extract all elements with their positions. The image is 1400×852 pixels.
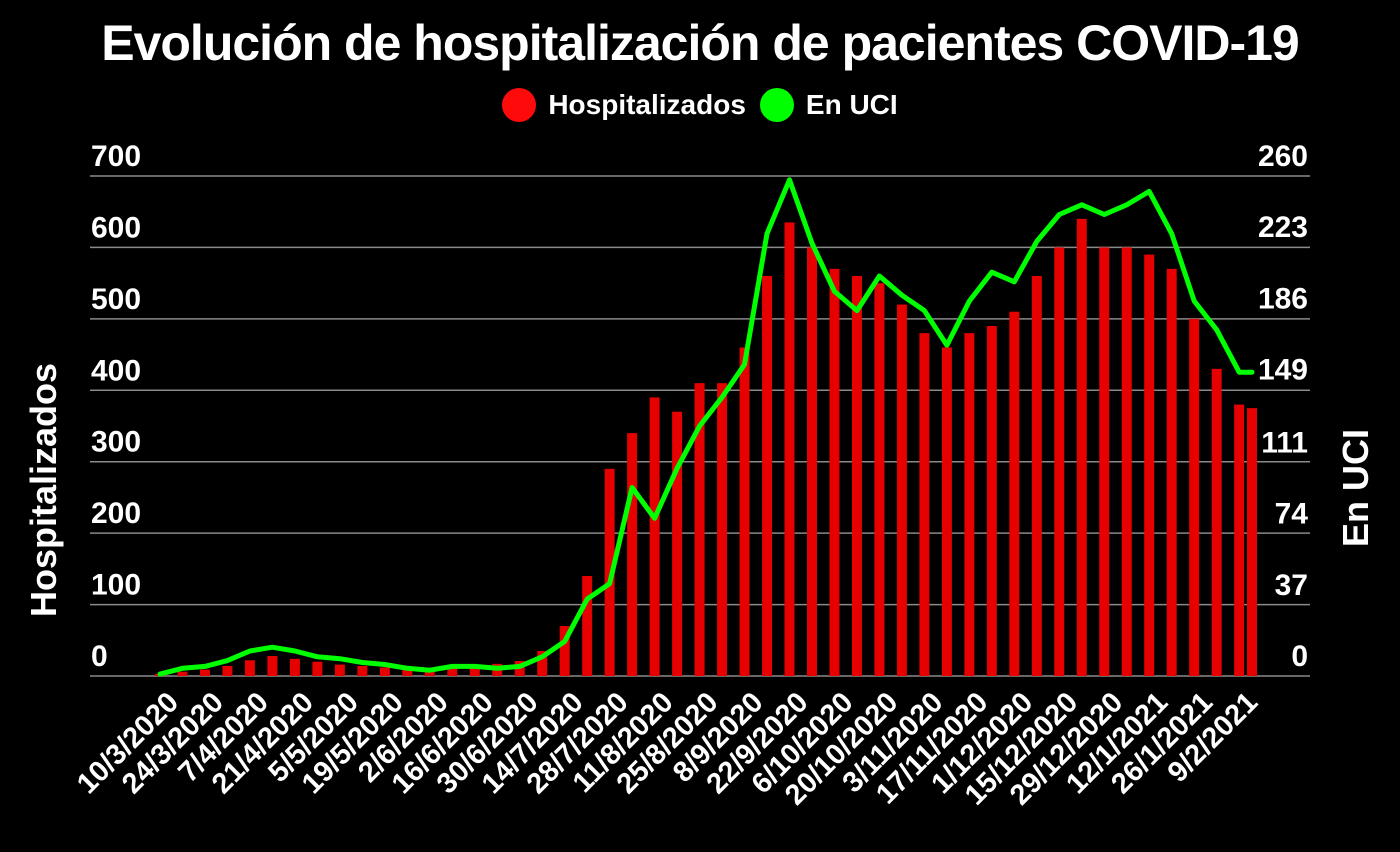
legend-marker-hospitalizados — [502, 88, 537, 122]
bar-hospitalizados — [1211, 368, 1222, 676]
bar-hospitalizados — [717, 383, 728, 676]
bar-hospitalizados — [806, 247, 817, 676]
bar-hospitalizados — [896, 304, 907, 676]
bar-hospitalizados — [469, 666, 480, 676]
bar-hospitalizados — [762, 276, 773, 676]
y-tick-label-right: 0 — [1291, 640, 1308, 673]
bar-hospitalizados — [199, 669, 210, 676]
bar-hospitalizados — [379, 667, 390, 676]
bar-hospitalizados — [1076, 218, 1087, 676]
bar-hospitalizados — [649, 397, 660, 676]
legend: Hospitalizados En UCI — [0, 88, 1400, 122]
bar-hospitalizados — [244, 660, 255, 676]
y-tick-label-right: 186 — [1258, 282, 1308, 315]
bar-hospitalizados — [357, 666, 368, 676]
y-tick-label-left: 100 — [91, 569, 141, 602]
bar-hospitalizados — [537, 651, 548, 676]
y-tick-label-right: 223 — [1258, 211, 1308, 244]
y-tick-label-right: 260 — [1258, 140, 1308, 173]
bar-hospitalizados — [559, 626, 570, 676]
bar-hospitalizados — [267, 656, 278, 676]
bar-hospitalizados — [222, 666, 233, 676]
bar-hospitalizados — [1121, 247, 1132, 676]
y-tick-label-left: 400 — [91, 354, 141, 387]
bar-hospitalizados — [289, 658, 300, 676]
bar-hospitalizados — [1099, 247, 1110, 676]
bar-hospitalizados — [627, 433, 638, 676]
line-en-uci — [157, 177, 1255, 677]
y-tick-label-left: 700 — [91, 140, 141, 173]
y-tick-label-left: 600 — [91, 211, 141, 244]
bar-hospitalizados — [874, 283, 885, 676]
bar-hospitalizados — [604, 468, 615, 676]
y-tick-label-left: 500 — [91, 283, 141, 316]
bar-hospitalizados — [739, 347, 750, 676]
y-tick-label-left: 200 — [91, 497, 141, 530]
bar-hospitalizados — [402, 668, 413, 676]
y-tick-label-right: 149 — [1258, 353, 1308, 386]
bar-hospitalizados — [334, 664, 345, 676]
y-tick-label-right: 74 — [1275, 498, 1309, 531]
bar-hospitalizados — [919, 333, 930, 676]
bar-hospitalizados — [851, 276, 862, 676]
bar-hospitalizados — [1189, 318, 1200, 676]
bar-hospitalizados — [447, 668, 458, 676]
bar-hospitalizados — [784, 222, 795, 676]
bar-hospitalizados — [829, 268, 840, 676]
legend-label-hospitalizados: Hospitalizados — [548, 89, 746, 120]
y-tick-label-right: 37 — [1275, 569, 1308, 602]
chart-title: Evolución de hospitalización de paciente… — [101, 15, 1300, 71]
bar-hospitalizados — [1031, 276, 1042, 676]
bar-hospitalizados — [1054, 247, 1065, 676]
legend-label-en-uci: En UCI — [805, 89, 898, 120]
bar-hospitalizados — [986, 326, 997, 676]
legend-item-hospitalizados: Hospitalizados — [502, 88, 746, 122]
bar-hospitalizados — [1234, 404, 1245, 676]
y-tick-label-left: 0 — [91, 640, 108, 673]
bar-hospitalizados — [312, 661, 323, 676]
bar-hospitalizados — [1009, 311, 1020, 676]
bar-hospitalizados — [964, 333, 975, 676]
y-tick-label-left: 300 — [91, 426, 141, 459]
bar-hospitalizados — [672, 411, 683, 676]
bar-hospitalizados — [1166, 268, 1177, 676]
legend-marker-en-uci — [759, 88, 794, 122]
legend-item-en-uci: En UCI — [759, 88, 898, 122]
bar-hospitalizados — [1247, 408, 1257, 676]
bar-hospitalizados — [582, 576, 593, 676]
bar-hospitalizados — [177, 671, 188, 676]
y-tick-label-right: 111 — [1261, 427, 1308, 460]
bar-hospitalizados — [1144, 254, 1155, 677]
bar-hospitalizados — [941, 347, 952, 676]
bar-hospitalizados — [694, 383, 705, 676]
